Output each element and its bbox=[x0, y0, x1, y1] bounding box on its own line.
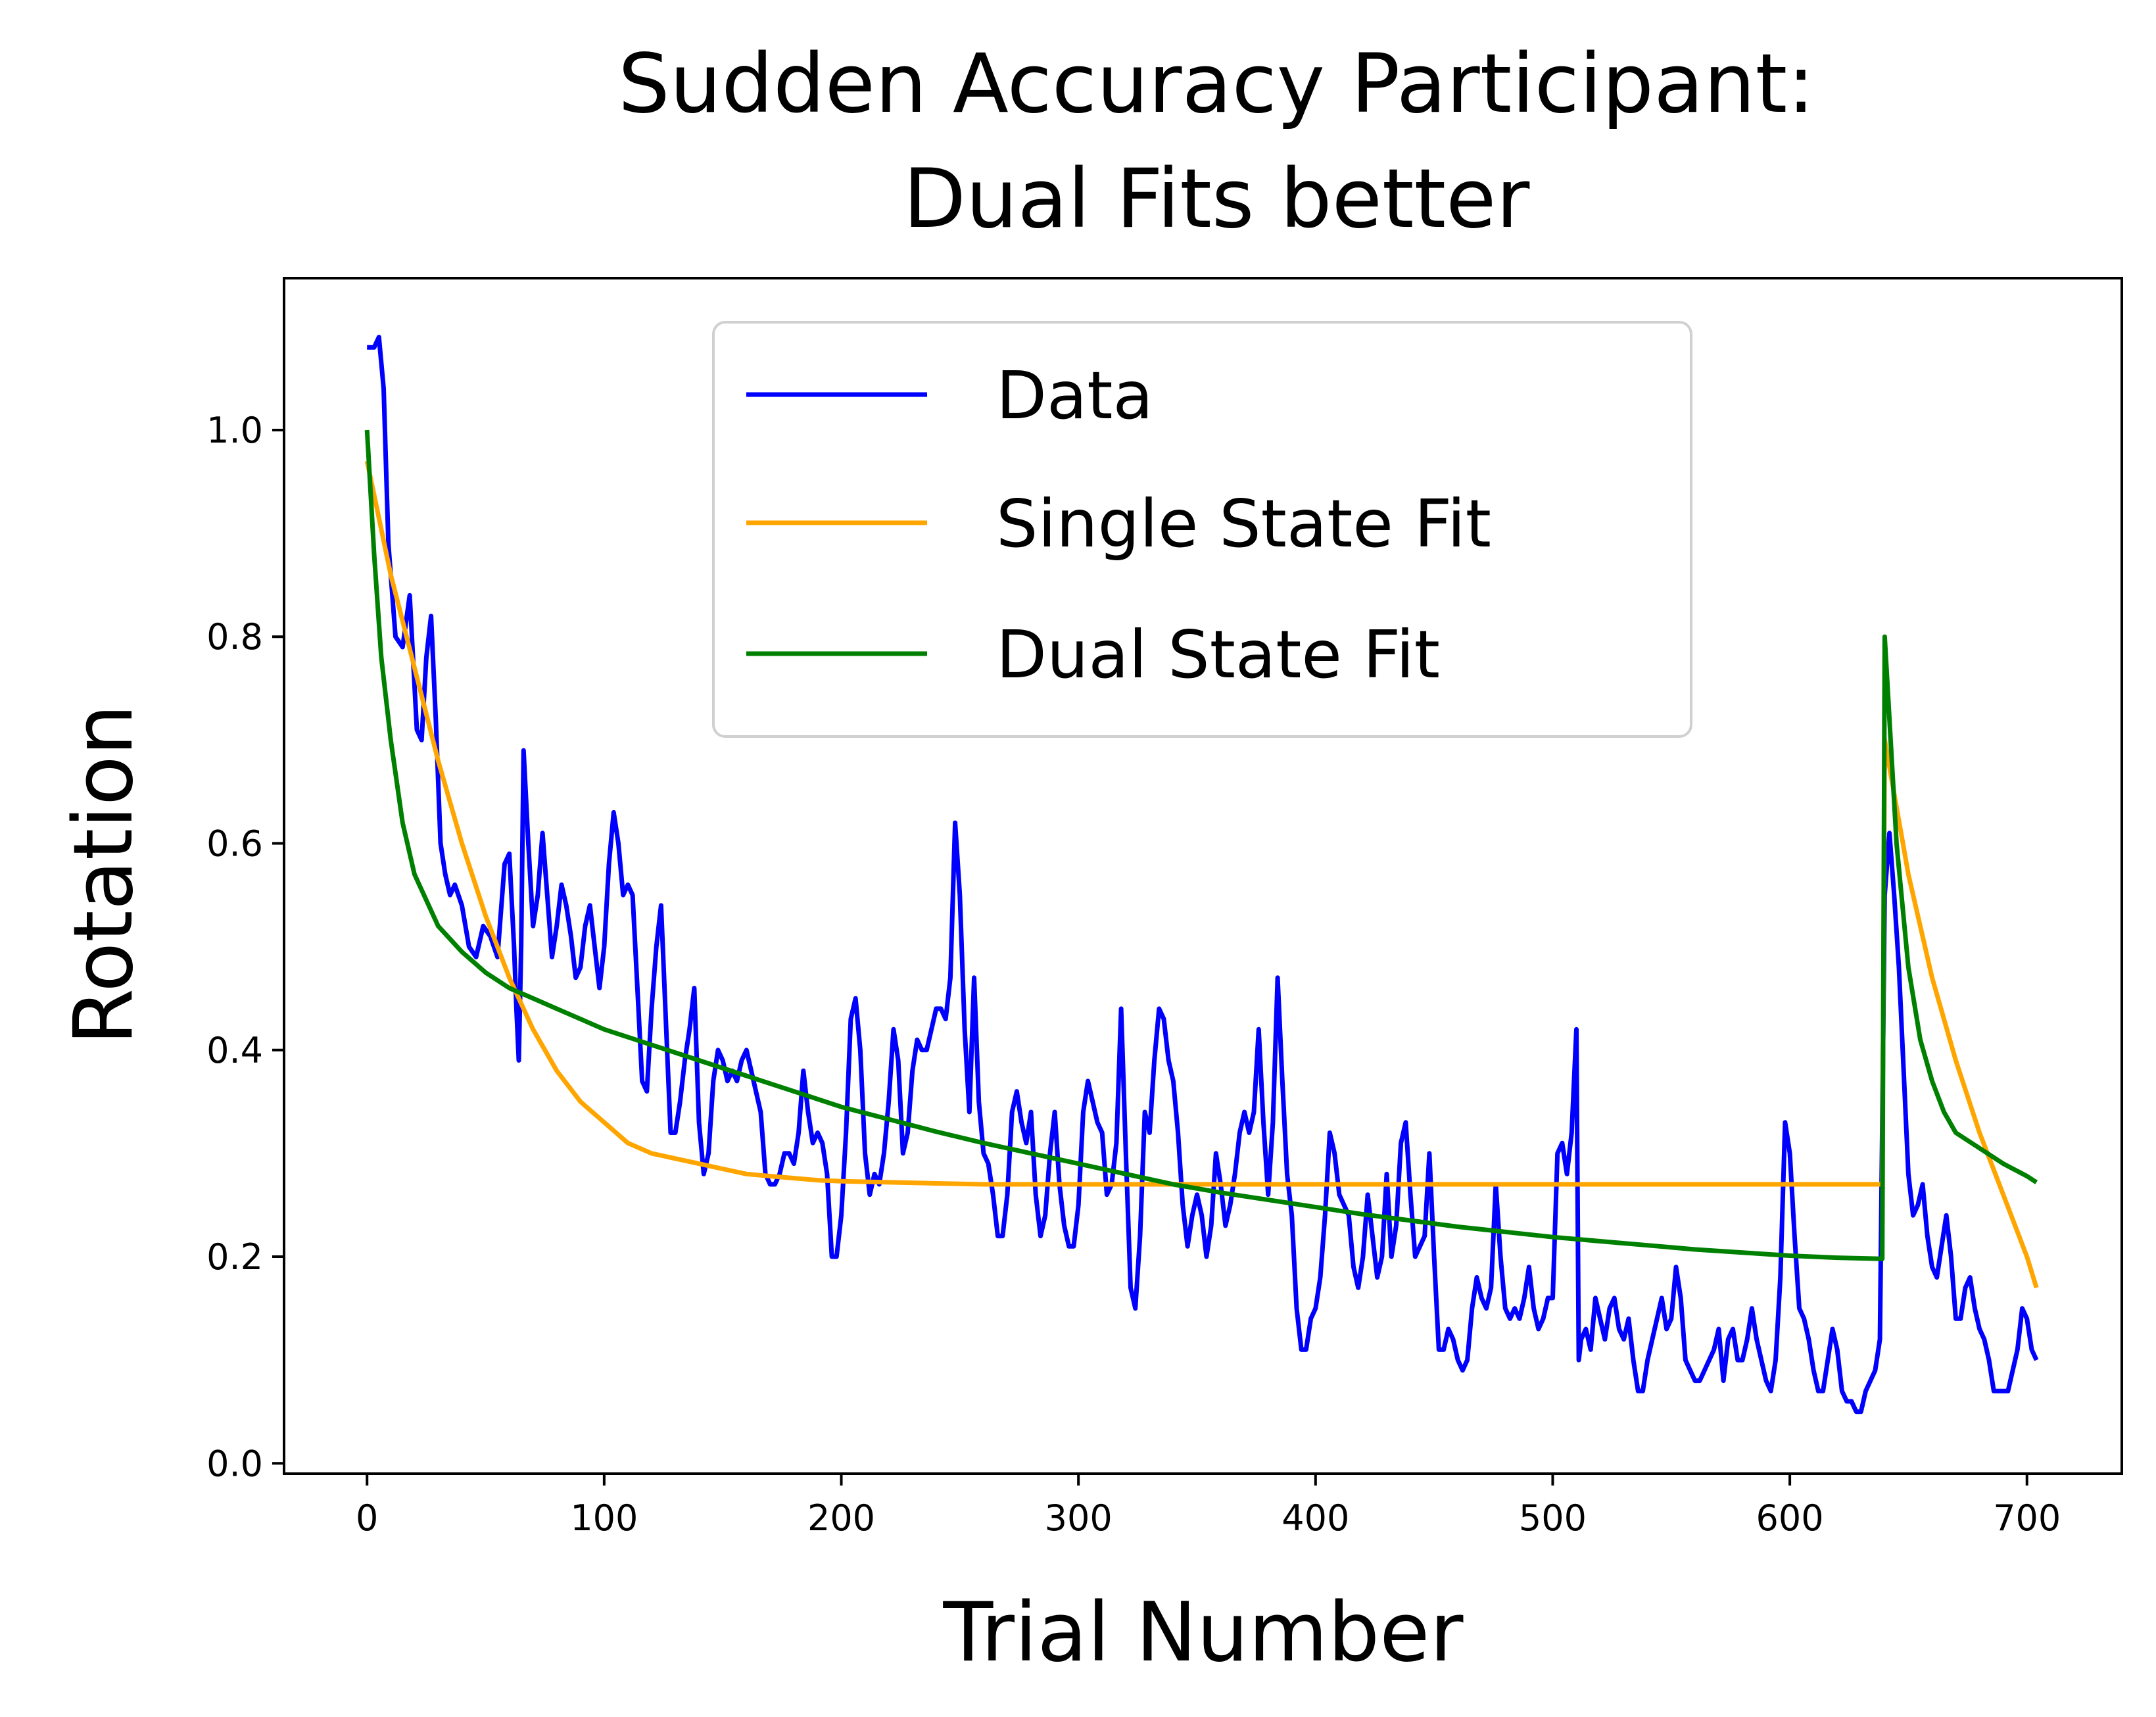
series-line-single-state-fit bbox=[364, 460, 2039, 1289]
legend-box bbox=[712, 321, 1692, 738]
chart-title-line-1: Sudden Accuracy Participant: bbox=[618, 37, 1815, 132]
x-tick-label: 0 bbox=[356, 1497, 378, 1539]
y-axis-label: Rotation bbox=[57, 704, 151, 1046]
x-tick-label: 700 bbox=[1993, 1497, 2061, 1539]
x-tick-label: 300 bbox=[1045, 1497, 1113, 1539]
legend-label-data: Data bbox=[996, 357, 1153, 434]
x-tick-label: 200 bbox=[807, 1497, 875, 1539]
y-tick-label: 0.4 bbox=[206, 1030, 263, 1071]
x-axis-label: Trial Number bbox=[943, 1585, 1464, 1680]
y-tick-label: 0.2 bbox=[206, 1236, 263, 1278]
x-tick-label: 400 bbox=[1282, 1497, 1349, 1539]
y-tick-label: 0.8 bbox=[206, 616, 263, 658]
legend: Data Single State Fit Dual State Fit bbox=[712, 321, 1692, 738]
y-tick-label: 0.6 bbox=[206, 823, 263, 865]
y-tick-label: 0.0 bbox=[206, 1443, 263, 1484]
chart-title-line-2: Dual Fits better bbox=[903, 152, 1530, 247]
axis-ticks: 0 100 200 300 400 500 600 700 0.0 0.2 0.4 0.6 0.8 1.0 bbox=[206, 410, 2061, 1539]
y-tick-label: 1.0 bbox=[206, 410, 263, 451]
plot-area bbox=[364, 335, 2039, 1415]
plot-frame bbox=[283, 277, 2123, 1475]
legend-label-single-state-fit: Single State Fit bbox=[996, 485, 1491, 562]
x-tick-label: 600 bbox=[1756, 1497, 1824, 1539]
legend-label-dual-state-fit: Dual State Fit bbox=[996, 616, 1440, 693]
series-line-dual-state-fit bbox=[364, 429, 2038, 1261]
x-tick-label: 500 bbox=[1519, 1497, 1587, 1539]
x-tick-label: 100 bbox=[570, 1497, 638, 1539]
